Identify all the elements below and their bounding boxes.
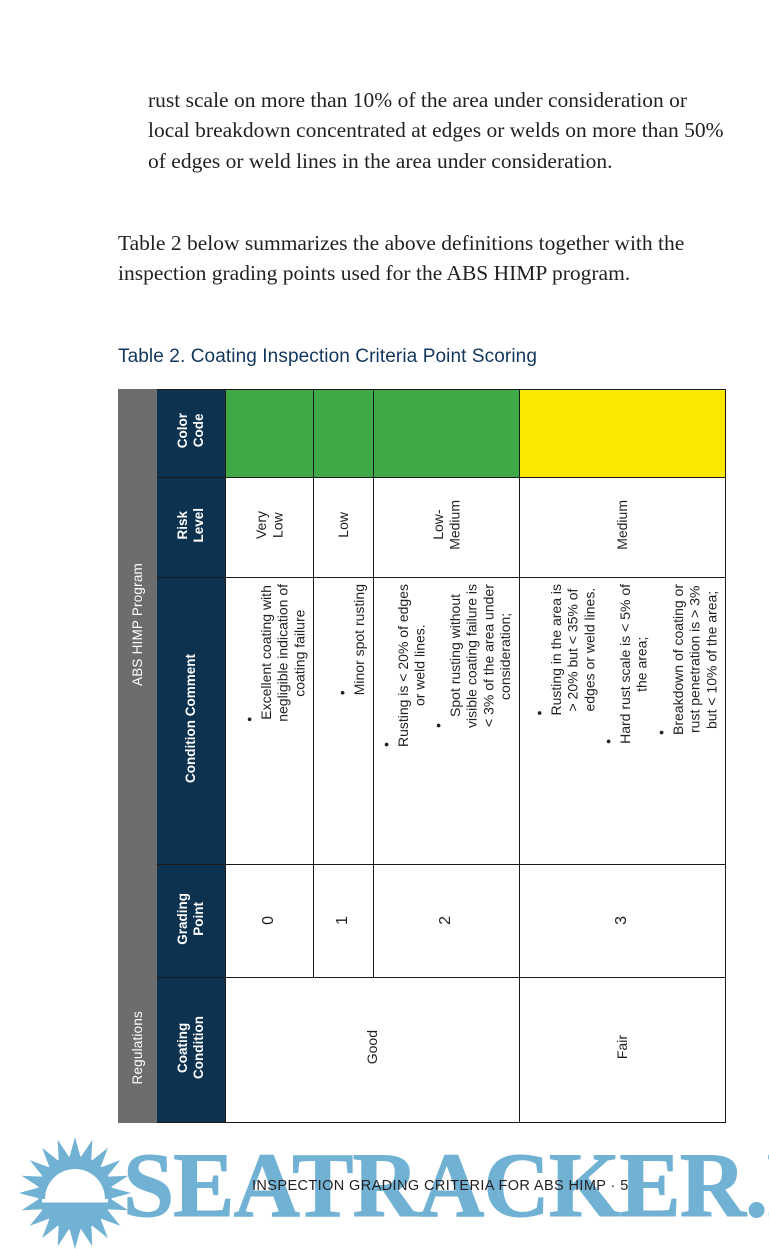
- paragraph-rust-scale: rust scale on more than 10% of the area …: [148, 87, 724, 173]
- grading-point-text-0: 0: [260, 916, 278, 925]
- bullet-glyph: •: [652, 730, 669, 735]
- coating-condition-cell-good: Good: [225, 977, 520, 1123]
- row-header-color-code: Color Code: [156, 389, 226, 478]
- table-row-coating-condition: Regulations Coating Condition Good Fair: [118, 977, 726, 1123]
- coating-condition-cell-fair: Fair: [519, 977, 726, 1123]
- table-row-color-code: ABS HIMP Program Color Code: [118, 389, 726, 865]
- bullet-glyph: •: [240, 716, 257, 722]
- condition-comment-cell-1: • Minor spot rusting: [313, 577, 374, 865]
- paragraph-table-intro: Table 2 below summarizes the above defin…: [118, 230, 685, 286]
- grading-point-cell-2: 2: [373, 864, 520, 978]
- row-header-grading-point: Grading Point: [156, 864, 226, 978]
- bullet-list-1: • Minor spot rusting: [314, 578, 373, 864]
- coating-condition-text-fair: Fair: [614, 1035, 631, 1060]
- group-label-regulations-text: Regulations: [129, 1010, 145, 1085]
- table-caption: Table 2. Coating Inspection Criteria Poi…: [118, 346, 538, 367]
- bullet-glyph: •: [334, 690, 351, 696]
- row-header-coating-condition: Coating Condition: [156, 977, 226, 1123]
- risk-level-text-3: Medium: [614, 500, 631, 550]
- grading-point-cell-3: 3: [519, 864, 726, 978]
- bullet-text: Spot rusting without visible coating fai…: [446, 584, 514, 728]
- bullet-list-0: • Excellent coating with negligible indi…: [226, 578, 313, 864]
- bullet-list-3: • Breakdown of coating or rust penetrati…: [520, 578, 725, 864]
- bullet-text: Rusting is < 20% of edges or weld lines.: [394, 584, 428, 748]
- table-row-condition-comment: Condition Comment • Excellent coating wi…: [119, 577, 726, 865]
- bullet-item: • Rusting is < 20% of edges or weld line…: [378, 584, 428, 747]
- risk-level-text-0: Very Low: [252, 510, 286, 539]
- group-label-regulations: Regulations: [118, 977, 157, 1123]
- table-row-risk-level: Risk Level Very Low Low Low- Medium Medi…: [119, 477, 726, 578]
- bullet-item: • Hard rust scale is < 5% of the area;: [600, 584, 650, 744]
- risk-level-cell-0: Very Low: [225, 477, 314, 578]
- table-row-grading-point: Grading Point 0 1 2 3: [118, 864, 726, 978]
- condition-comment-cell-3: • Breakdown of coating or rust penetrati…: [519, 577, 726, 865]
- bullet-glyph: •: [600, 739, 617, 744]
- color-swatch-0: [225, 389, 314, 478]
- condition-comment-cell-0: • Excellent coating with negligible indi…: [225, 577, 314, 865]
- row-header-grading-point-text: Grading Point: [175, 892, 206, 945]
- color-swatch-3: [519, 389, 726, 478]
- bullet-text: Breakdown of coating or rust penetration…: [669, 584, 720, 735]
- group-label-spacer: [118, 864, 157, 978]
- bullet-list-2: • Spot rusting without visible coating f…: [374, 578, 519, 864]
- bullet-glyph: •: [377, 742, 394, 748]
- coating-inspection-criteria-table: ABS HIMP Program Color Code Risk Level V…: [118, 389, 726, 1123]
- risk-level-cell-3: Medium: [519, 477, 726, 578]
- footer-running-head: INSPECTION GRADING CRITERIA FOR ABS HIMP…: [252, 1178, 629, 1194]
- bullet-text: Rusting in the area is > 20% but < 35% o…: [548, 584, 598, 716]
- color-swatch-1: [313, 389, 374, 478]
- row-header-risk-level-text: Risk Level: [175, 507, 206, 543]
- grading-point-text-1: 1: [334, 916, 352, 925]
- group-label-abs-himp-text: ABS HIMP Program: [129, 563, 145, 686]
- bullet-item: • Spot rusting without visible coating f…: [430, 584, 514, 728]
- risk-level-cell-2: Low- Medium: [373, 477, 520, 578]
- risk-level-cell-1: Low: [313, 477, 374, 578]
- bullet-item: • Rusting in the area is > 20% but < 35%…: [531, 584, 598, 716]
- bullet-text: Hard rust scale is < 5% of the area;: [617, 584, 651, 744]
- row-header-coating-condition-text: Coating Condition: [175, 1016, 206, 1079]
- bullet-text: Excellent coating with negligible indica…: [257, 584, 308, 722]
- row-header-color-code-text: Color Code: [175, 413, 206, 449]
- risk-level-text-1: Low: [335, 512, 352, 538]
- grading-point-text-2: 2: [437, 916, 455, 925]
- bullet-item: • Excellent coating with negligible indi…: [241, 584, 308, 722]
- bullet-glyph: •: [531, 710, 548, 716]
- grading-point-text-3: 3: [613, 916, 631, 925]
- bullet-text: Minor spot rusting: [351, 584, 368, 696]
- bullet-item: • Breakdown of coating or rust penetrati…: [653, 584, 720, 735]
- grading-point-cell-1: 1: [313, 864, 374, 978]
- condition-comment-cell-2: • Spot rusting without visible coating f…: [373, 577, 520, 865]
- bullet-glyph: •: [430, 723, 447, 728]
- grading-point-cell-0: 0: [225, 864, 314, 978]
- risk-level-text-2: Low- Medium: [429, 500, 463, 550]
- color-swatch-2: [373, 389, 520, 478]
- row-header-condition-comment: Condition Comment: [156, 577, 226, 865]
- bullet-item: • Minor spot rusting: [334, 584, 368, 695]
- group-label-abs-himp: ABS HIMP Program: [118, 389, 157, 865]
- coating-condition-text-good: Good: [364, 1030, 381, 1065]
- row-header-risk-level: Risk Level: [156, 477, 226, 578]
- row-header-condition-comment-text: Condition Comment: [183, 654, 199, 783]
